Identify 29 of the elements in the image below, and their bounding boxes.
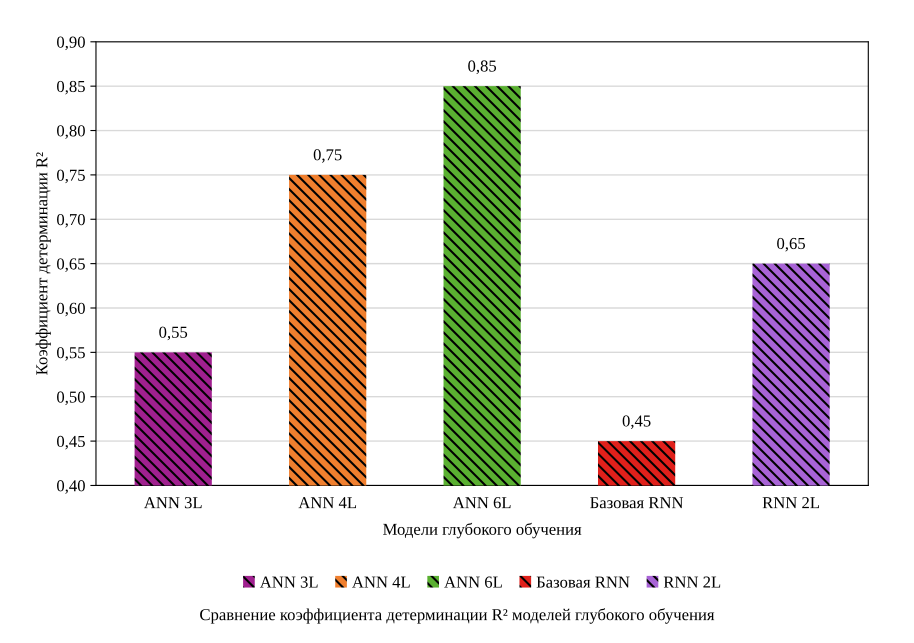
x-tick-label: RNN 2L (762, 497, 819, 508)
y-tick-label: 0,50 (57, 391, 85, 406)
legend-label: ANN 3L (260, 576, 318, 588)
x-tick-label: ANN 3L (144, 497, 202, 508)
legend-label: Базовая RNN (536, 576, 630, 588)
data-label: 0,65 (777, 238, 805, 252)
x-tick-label: ANN 4L (298, 497, 356, 508)
y-tick-label: 0,40 (57, 480, 85, 494)
y-tick-label: 0,55 (57, 347, 85, 361)
data-label: 0,55 (159, 326, 188, 340)
legend-label: RNN 2L (664, 576, 720, 588)
text: Сравнение коэффициента детерминации R² моделей глубокого обучения (200, 608, 714, 624)
y-tick-label: 0,75 (57, 170, 85, 184)
y-axis-title: Коэффициент детерминации R² (36, 152, 51, 375)
y-tick-label: 0,60 (57, 302, 85, 316)
x-tick-label: ANN 6L (452, 497, 511, 508)
data-label: 0,45 (622, 415, 651, 429)
legend-label: ANN 4L (352, 576, 410, 588)
y-tick-label: 0,70 (57, 214, 85, 228)
data-label: 0,85 (468, 60, 496, 74)
y-tick-label: 0,45 (57, 436, 85, 450)
legend-label: ANN 6L (444, 576, 502, 588)
y-tick-label: 0,90 (57, 36, 85, 50)
y-tick-label: 0,80 (57, 125, 85, 139)
data-label: 0,75 (314, 149, 342, 163)
x-axis-title: Модели глубокого обучения (383, 522, 582, 538)
x-tick-label: Базовая RNN (590, 497, 684, 508)
y-tick-label: 0,65 (57, 258, 85, 272)
y-tick-label: 0,85 (57, 80, 85, 95)
